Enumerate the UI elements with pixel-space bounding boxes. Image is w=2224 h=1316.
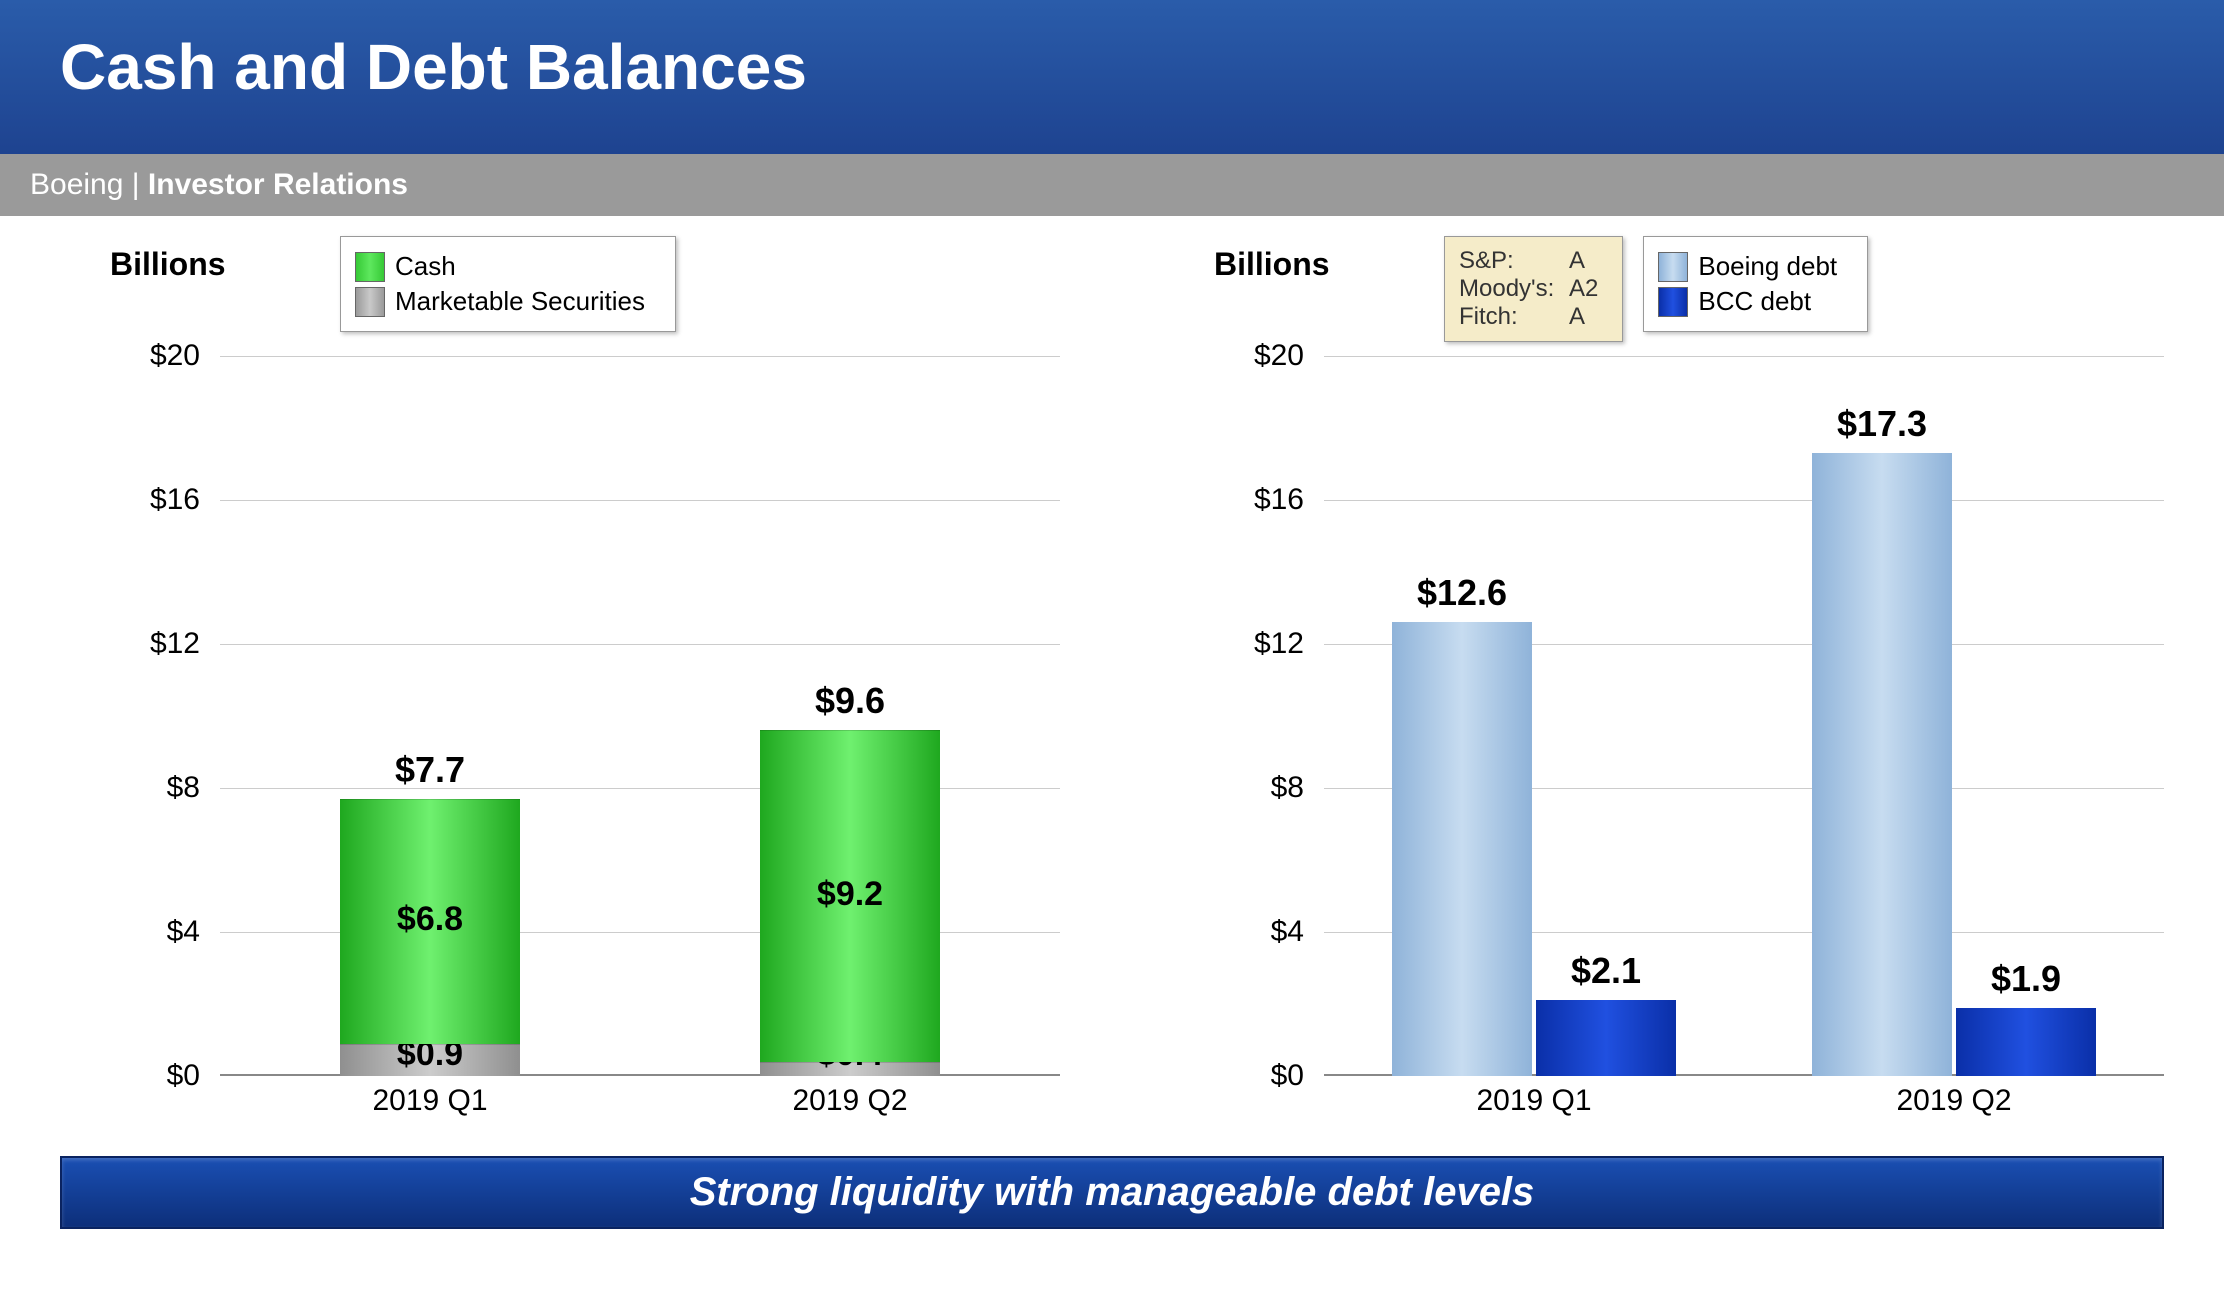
stacked-bar: $9.6$0.4$9.2 <box>760 730 940 1076</box>
page-title: Cash and Debt Balances <box>60 30 2164 104</box>
x-label: 2019 Q2 <box>792 1084 907 1118</box>
bar-total-label: $9.6 <box>815 680 885 722</box>
rating-agency: Moody's: <box>1459 275 1569 303</box>
debt-chart-header: Billions S&P:AMoody's:A2Fitch:A Boeing d… <box>1164 236 2164 346</box>
cash-chart-header: Billions Cash Marketable Securities <box>60 236 1060 346</box>
legend-label: Boeing debt <box>1698 251 1837 282</box>
rating-row: Moody's:A2 <box>1459 275 1598 303</box>
bar-value-label: $1.9 <box>1991 958 2061 1000</box>
legend-label: Cash <box>395 251 456 282</box>
y-tick: $20 <box>60 339 220 373</box>
y-axis-title-left: Billions <box>60 236 340 283</box>
x-label: 2019 Q1 <box>1476 1084 1591 1118</box>
bars-right: $12.6$2.1$17.3$1.9 <box>1324 356 2164 1076</box>
y-tick: $8 <box>1164 771 1324 805</box>
y-tick: $20 <box>1164 339 1324 373</box>
bar: $12.6 <box>1392 622 1532 1076</box>
bar-value-label: $17.3 <box>1837 403 1927 445</box>
y-tick: $4 <box>60 915 220 949</box>
legend-swatch <box>1658 287 1688 317</box>
bars-left: $7.7$0.9$6.8 $9.6$0.4$9.2 <box>220 356 1060 1076</box>
bar-fill <box>1536 1000 1676 1076</box>
y-axis-left: $0$4$8$12$16$20 <box>60 356 220 1076</box>
rating-row: S&P:A <box>1459 247 1598 275</box>
y-tick: $8 <box>60 771 220 805</box>
legend-label: BCC debt <box>1698 286 1811 317</box>
rating-value: A <box>1569 247 1585 275</box>
legend-item: Marketable Securities <box>355 286 645 317</box>
bar-value-label: $2.1 <box>1571 950 1641 992</box>
y-axis-right: $0$4$8$12$16$20 <box>1164 356 1324 1076</box>
legend-swatch <box>355 287 385 317</box>
x-label: 2019 Q1 <box>372 1084 487 1118</box>
sub-bar: Boeing | Investor Relations <box>0 154 2224 216</box>
title-bar: Cash and Debt Balances <box>0 0 2224 154</box>
rating-value: A <box>1569 303 1585 331</box>
y-tick: $4 <box>1164 915 1324 949</box>
rating-agency: Fitch: <box>1459 303 1569 331</box>
x-label: 2019 Q2 <box>1896 1084 2011 1118</box>
bar: $17.3 <box>1812 453 1952 1076</box>
rating-row: Fitch:A <box>1459 303 1598 331</box>
y-tick: $0 <box>60 1059 220 1093</box>
charts-row: Billions CashMarketable Securities $0$4$… <box>0 216 2224 1116</box>
bar: $2.1 <box>1536 1000 1676 1076</box>
bar-group: $7.7$0.9$6.8 <box>336 799 524 1076</box>
y-tick: $12 <box>60 627 220 661</box>
debt-legend: Boeing debt BCC debt <box>1643 236 1868 332</box>
cash-plot: $0$4$8$12$16$20 $7.7$0.9$6.8$9.6$0.4$9.2… <box>60 356 1060 1116</box>
rating-agency: S&P: <box>1459 247 1569 275</box>
y-axis-title-right: Billions <box>1164 236 1444 283</box>
y-tick: $12 <box>1164 627 1324 661</box>
section-name: Investor Relations <box>148 168 408 201</box>
bar-group: $9.6$0.4$9.2 <box>756 730 944 1076</box>
debt-plot: $0$4$8$12$16$20 $12.6$2.1$17.3$1.9 2019 … <box>1164 356 2164 1116</box>
y-tick: $0 <box>1164 1059 1324 1093</box>
rating-value: A2 <box>1569 275 1598 303</box>
legend-label: Marketable Securities <box>395 286 645 317</box>
debt-chart: Billions S&P:AMoody's:A2Fitch:A Boeing d… <box>1164 236 2164 1116</box>
cash-chart: Billions CashMarketable Securities $0$4$… <box>60 236 1060 1116</box>
y-tick: $16 <box>60 483 220 517</box>
x-labels-right: 2019 Q1 2019 Q2 <box>1324 1084 2164 1118</box>
company-name: Boeing <box>30 168 123 201</box>
x-labels-left: 2019 Q1 2019 Q2 <box>220 1084 1060 1118</box>
bar-group: $12.6$2.1 <box>1390 622 1678 1076</box>
legend-swatch <box>1658 252 1688 282</box>
cash-legend: Cash Marketable Securities <box>340 236 676 332</box>
bar: $1.9 <box>1956 1008 2096 1076</box>
separator: | <box>132 168 148 201</box>
bar-segment-label: $9.2 <box>817 875 883 914</box>
legend-item: Boeing debt <box>1658 251 1837 282</box>
bar-group: $17.3$1.9 <box>1810 453 2098 1076</box>
legend-swatch <box>355 252 385 282</box>
stacked-bar: $7.7$0.9$6.8 <box>340 799 520 1076</box>
y-tick: $16 <box>1164 483 1324 517</box>
bar-fill <box>1812 453 1952 1076</box>
bar-segment-label: $6.8 <box>397 900 463 939</box>
bar-fill <box>1956 1008 2096 1076</box>
bar-value-label: $12.6 <box>1417 572 1507 614</box>
legend-item: BCC debt <box>1658 286 1837 317</box>
legend-item: Cash <box>355 251 645 282</box>
footer-banner: Strong liquidity with manageable debt le… <box>60 1156 2164 1229</box>
bar-total-label: $7.7 <box>395 749 465 791</box>
ratings-box: S&P:AMoody's:A2Fitch:A <box>1444 236 1623 342</box>
bar-fill <box>1392 622 1532 1076</box>
